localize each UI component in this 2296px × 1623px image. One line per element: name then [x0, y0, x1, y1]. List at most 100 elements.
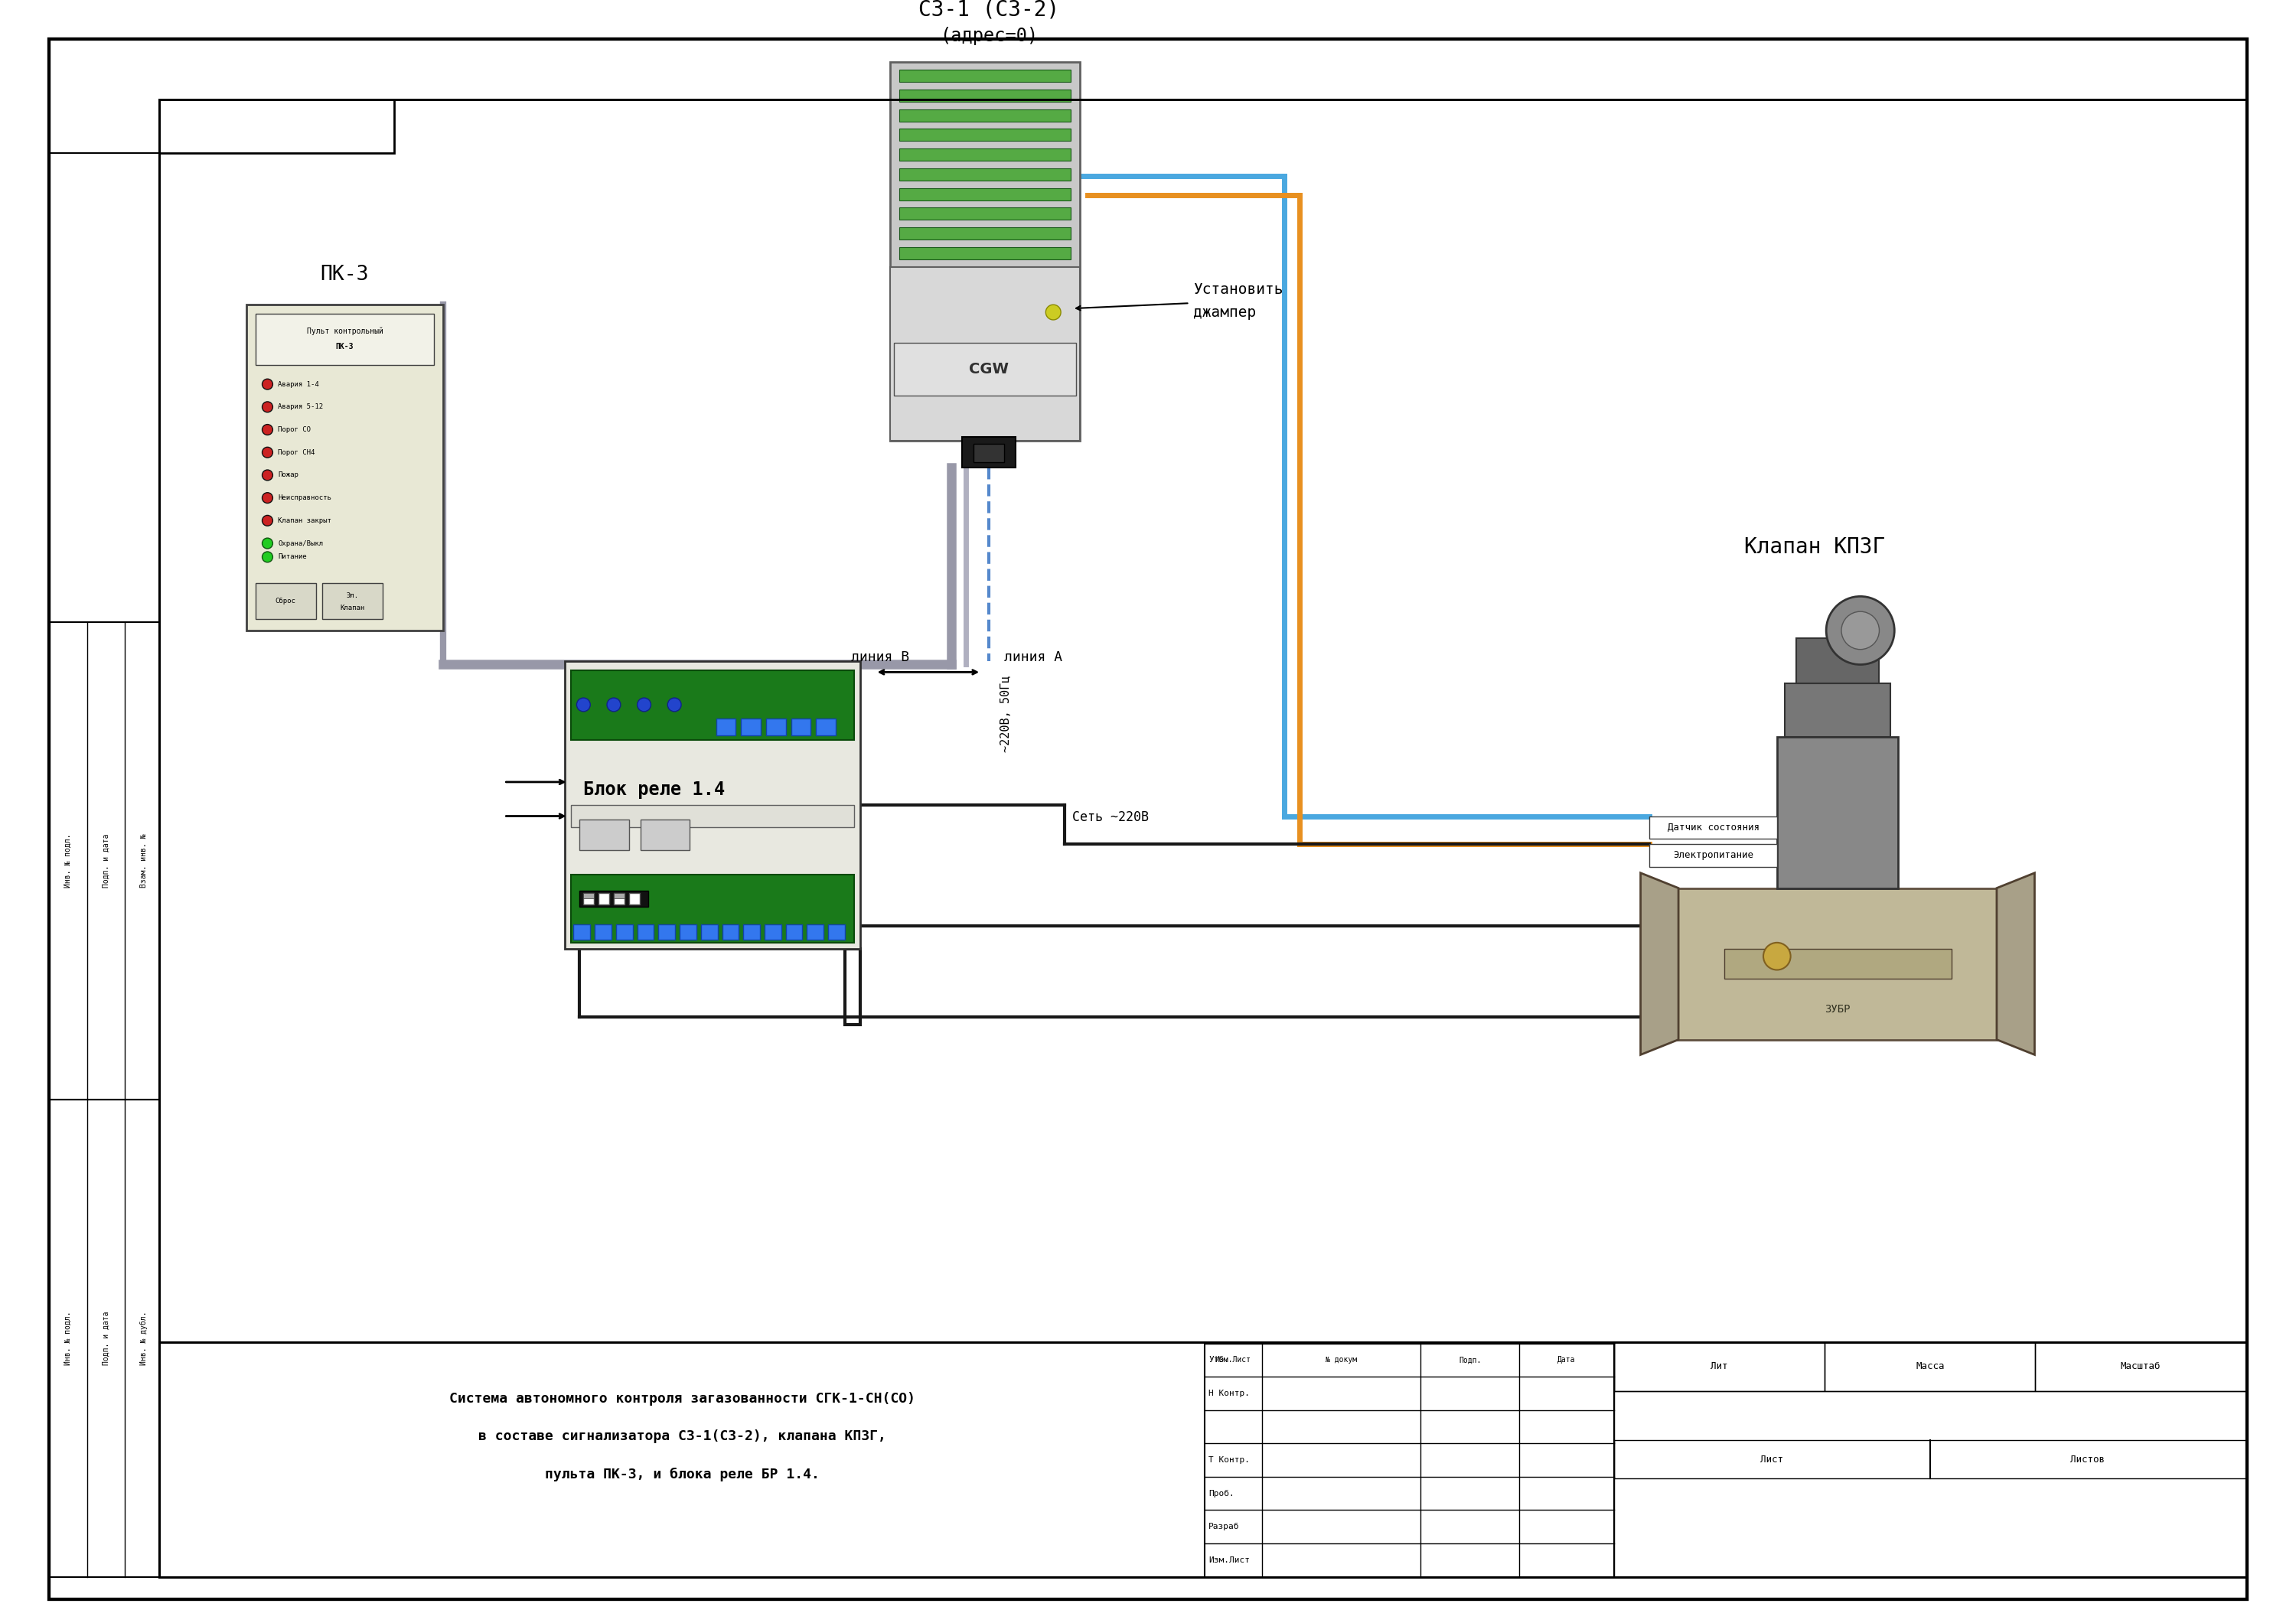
- Circle shape: [1045, 305, 1061, 320]
- Bar: [2034, 1342, 2245, 1391]
- Bar: [700, 925, 719, 940]
- Bar: [744, 925, 760, 940]
- Bar: [829, 925, 845, 940]
- Text: джампер: джампер: [1194, 305, 1256, 320]
- Text: Подп. и дата: Подп. и дата: [103, 834, 110, 888]
- Circle shape: [262, 378, 273, 390]
- Bar: [1614, 1342, 1825, 1391]
- Text: Система автономного контроля загазованности СГК-1-СН(СО): Система автономного контроля загазованно…: [450, 1393, 916, 1406]
- Circle shape: [668, 698, 682, 711]
- Text: Подп.: Подп.: [1458, 1357, 1481, 1363]
- Text: Сброс: Сброс: [276, 597, 296, 604]
- Text: Разраб: Разраб: [1208, 1522, 1240, 1530]
- Bar: [638, 925, 654, 940]
- Bar: [1795, 638, 1878, 683]
- Text: Инв. № дубл.: Инв. № дубл.: [140, 1311, 147, 1365]
- Bar: [158, 1342, 1205, 1578]
- Text: CGW: CGW: [969, 362, 1008, 377]
- Polygon shape: [1642, 873, 1678, 1055]
- Text: Инв. № подл.: Инв. № подл.: [64, 1311, 71, 1365]
- Circle shape: [576, 698, 590, 711]
- Text: Листов: Листов: [2071, 1454, 2105, 1464]
- Circle shape: [1825, 596, 1894, 664]
- Text: Неисправность: Неисправность: [278, 495, 331, 502]
- Bar: [48, 622, 158, 1099]
- Text: Датчик состояния: Датчик состояния: [1667, 823, 1759, 833]
- Text: Электропитание: Электропитание: [1674, 850, 1754, 860]
- Text: Эл.: Эл.: [347, 592, 358, 599]
- Bar: [583, 893, 595, 904]
- Bar: [806, 925, 824, 940]
- Bar: [158, 99, 2248, 1342]
- Bar: [572, 875, 854, 943]
- Bar: [1777, 737, 1899, 888]
- Bar: [48, 1099, 158, 1578]
- Text: Клапан: Клапан: [340, 604, 365, 612]
- Text: Н Контр.: Н Контр.: [1208, 1389, 1249, 1397]
- Bar: [891, 62, 1079, 441]
- Text: (адрес=0): (адрес=0): [939, 26, 1038, 45]
- Bar: [246, 305, 443, 630]
- Circle shape: [262, 552, 273, 562]
- Bar: [742, 719, 760, 735]
- Bar: [1724, 949, 1952, 979]
- Bar: [900, 169, 1070, 180]
- Bar: [615, 925, 634, 940]
- Circle shape: [262, 492, 273, 503]
- Bar: [613, 893, 625, 904]
- Bar: [765, 925, 781, 940]
- Bar: [48, 153, 158, 622]
- Bar: [595, 925, 611, 940]
- Text: № докум: № докум: [1325, 1357, 1357, 1363]
- Bar: [900, 89, 1070, 102]
- Bar: [583, 893, 595, 899]
- Text: Дата: Дата: [1557, 1357, 1575, 1363]
- Circle shape: [262, 424, 273, 435]
- Bar: [1649, 888, 2027, 1040]
- Bar: [255, 313, 434, 365]
- Text: Утб.: Утб.: [1208, 1357, 1228, 1363]
- Bar: [680, 925, 696, 940]
- Bar: [641, 820, 689, 850]
- Text: Порог СН4: Порог СН4: [278, 450, 315, 456]
- Bar: [1614, 1440, 2248, 1479]
- Text: Масса: Масса: [1915, 1362, 1945, 1371]
- Bar: [723, 925, 739, 940]
- Text: ~220В, 50Гц: ~220В, 50Гц: [1001, 675, 1013, 751]
- Circle shape: [262, 446, 273, 458]
- Text: ПК-3: ПК-3: [321, 265, 370, 284]
- Bar: [158, 1342, 2248, 1578]
- Circle shape: [1841, 612, 1878, 649]
- Bar: [900, 227, 1070, 240]
- Text: Инв. № подл.: Инв. № подл.: [64, 834, 71, 888]
- Text: Т Контр.: Т Контр.: [1208, 1456, 1249, 1464]
- Bar: [572, 670, 854, 740]
- Circle shape: [262, 401, 273, 412]
- Text: Лит: Лит: [1711, 1362, 1729, 1371]
- Text: Изм.Лист: Изм.Лист: [1208, 1556, 1249, 1565]
- Bar: [900, 149, 1070, 161]
- Bar: [900, 247, 1070, 260]
- Text: Изм.Лист: Изм.Лист: [1215, 1357, 1251, 1363]
- Bar: [565, 661, 861, 949]
- Text: Авария 1-4: Авария 1-4: [278, 381, 319, 388]
- Circle shape: [1763, 943, 1791, 971]
- Bar: [785, 925, 801, 940]
- Bar: [1614, 1342, 2248, 1578]
- Bar: [900, 70, 1070, 81]
- Bar: [900, 188, 1070, 200]
- Bar: [900, 208, 1070, 219]
- Bar: [845, 949, 861, 1024]
- Bar: [255, 583, 317, 618]
- Bar: [659, 925, 675, 940]
- Text: пульта ПК-3, и блока реле БР 1.4.: пульта ПК-3, и блока реле БР 1.4.: [544, 1467, 820, 1482]
- Bar: [974, 445, 1003, 463]
- Bar: [900, 128, 1070, 141]
- Text: ЗУБР: ЗУБР: [1825, 1005, 1851, 1014]
- Circle shape: [262, 539, 273, 549]
- Bar: [891, 266, 1079, 441]
- Text: Клапан КПЗГ: Клапан КПЗГ: [1745, 537, 1885, 558]
- Bar: [629, 893, 641, 904]
- Text: Порог СО: Порог СО: [278, 427, 310, 433]
- Text: Масштаб: Масштаб: [2122, 1362, 2161, 1371]
